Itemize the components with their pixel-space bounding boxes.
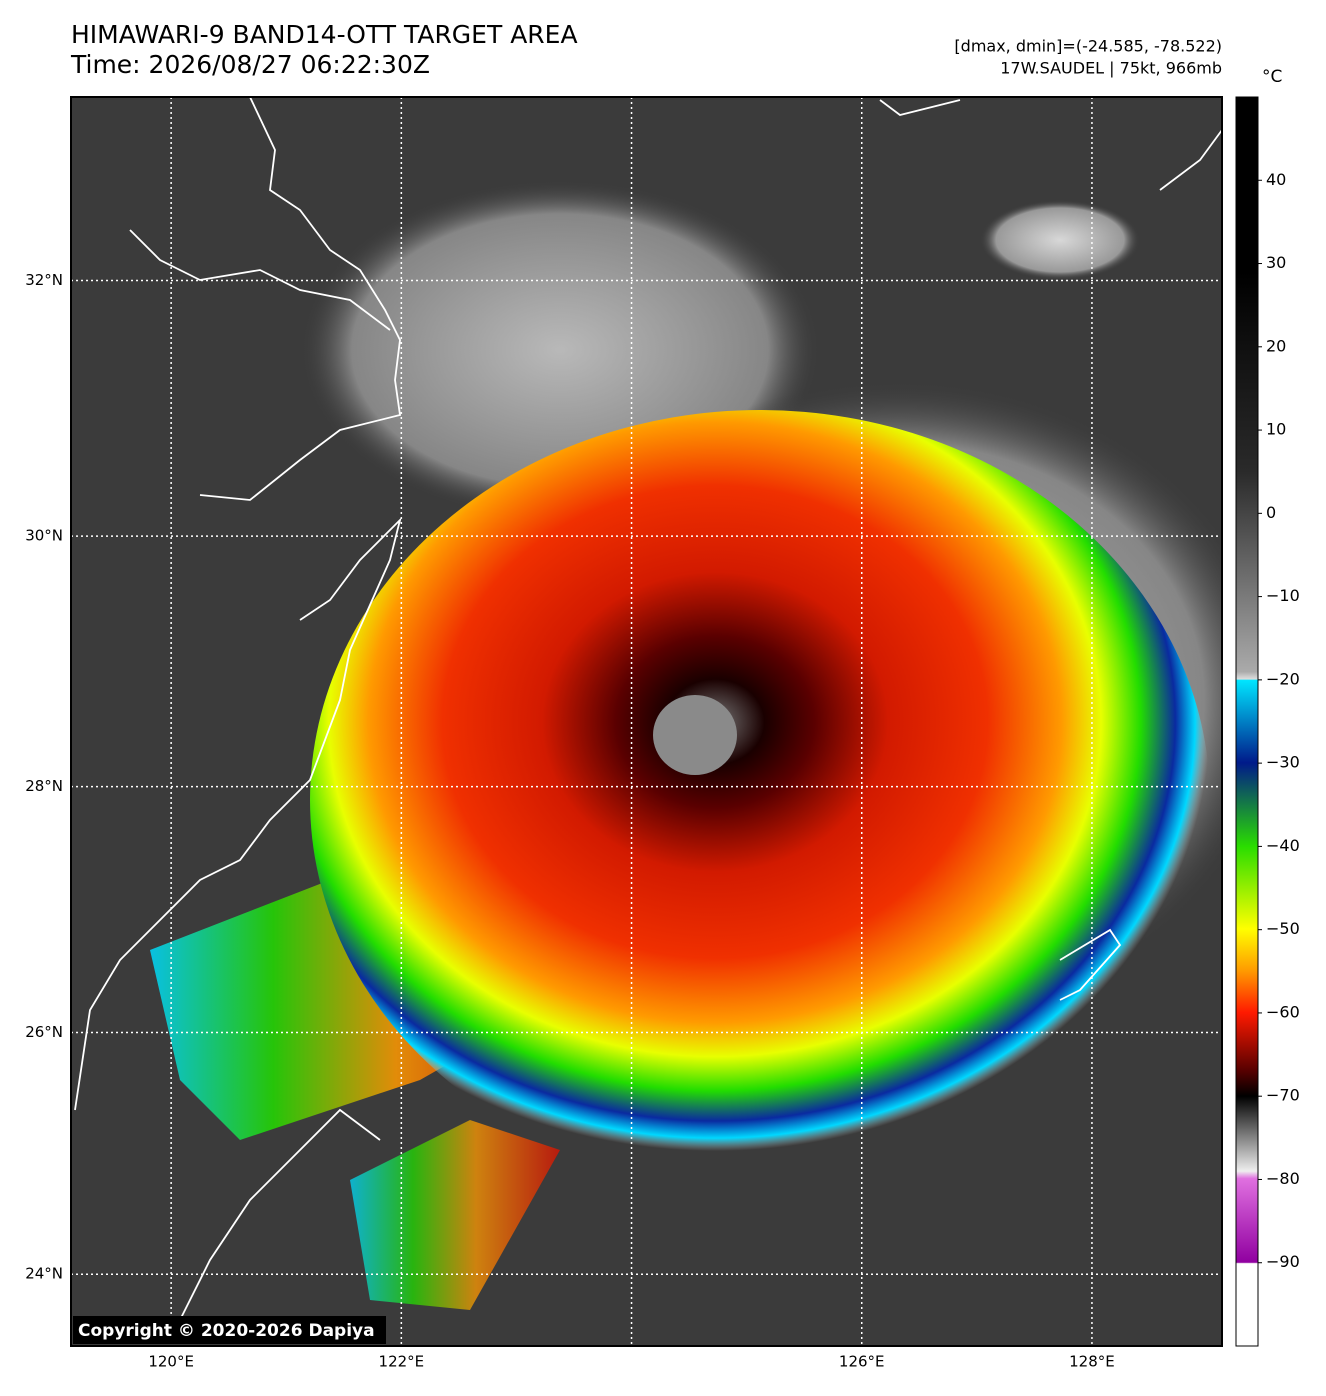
x-tick-label: 128°E bbox=[1069, 1353, 1115, 1371]
grid bbox=[71, 97, 1222, 1346]
colorbar-unit: °C bbox=[1262, 67, 1282, 87]
colorbar-tick-label: 30 bbox=[1266, 253, 1286, 272]
y-tick-label: 32°N bbox=[25, 271, 63, 289]
colorbar-tick-label: −20 bbox=[1266, 669, 1300, 688]
x-tick-label: 126°E bbox=[839, 1353, 885, 1371]
colorbar-tick-label: −30 bbox=[1266, 753, 1300, 772]
colorbar-tick-label: −80 bbox=[1266, 1169, 1300, 1188]
colorbar-tick-label: 40 bbox=[1266, 170, 1286, 189]
colorbar-tick-label: −60 bbox=[1266, 1002, 1300, 1021]
x-tick-label: 122°E bbox=[379, 1353, 425, 1371]
y-tick-label: 26°N bbox=[25, 1023, 63, 1041]
y-tick-label: 30°N bbox=[25, 527, 63, 545]
y-tick-label: 24°N bbox=[25, 1265, 63, 1283]
colorbar-tick-label: −90 bbox=[1266, 1252, 1300, 1271]
copyright: Copyright © 2020-2026 Dapiya bbox=[78, 1321, 375, 1341]
cloud bbox=[980, 200, 1140, 280]
subtitle: Time: 2026/08/27 06:22:30Z bbox=[70, 50, 430, 79]
colorbar-ticks: 40 30 20 10 0 −10 −20 −30 −40 −50 −60 −70 −80 −90 bbox=[1258, 170, 1300, 1271]
title: HIMAWARI-9 BAND14-OTT TARGET AREA bbox=[71, 20, 578, 49]
satellite-image bbox=[71, 97, 1222, 1346]
colorbar bbox=[1235, 96, 1259, 1347]
colorbar-tick-label: −40 bbox=[1266, 836, 1300, 855]
colorbar-tick-label: −10 bbox=[1266, 586, 1300, 605]
coastline bbox=[74, 97, 1222, 1321]
y-tick-label: 28°N bbox=[25, 777, 63, 795]
storm-info: 17W.SAUDEL | 75kt, 966mb bbox=[1000, 59, 1222, 78]
copyright-box bbox=[73, 1316, 386, 1344]
colorbar-tick-label: 10 bbox=[1266, 420, 1286, 439]
colorbar-tick-label: 0 bbox=[1266, 503, 1276, 522]
rain-band bbox=[350, 1120, 560, 1310]
stats: [dmax, dmin]=(-24.585, -78.522) bbox=[954, 37, 1222, 56]
colorbar-tick-label: −50 bbox=[1266, 919, 1300, 938]
typhoon bbox=[310, 410, 1210, 1190]
colorbar-tick-label: 20 bbox=[1266, 336, 1286, 355]
x-tick-label: 120°E bbox=[148, 1353, 194, 1371]
colorbar-tick-label: −70 bbox=[1266, 1086, 1300, 1105]
eye bbox=[653, 695, 737, 775]
map-frame bbox=[70, 96, 1223, 1347]
